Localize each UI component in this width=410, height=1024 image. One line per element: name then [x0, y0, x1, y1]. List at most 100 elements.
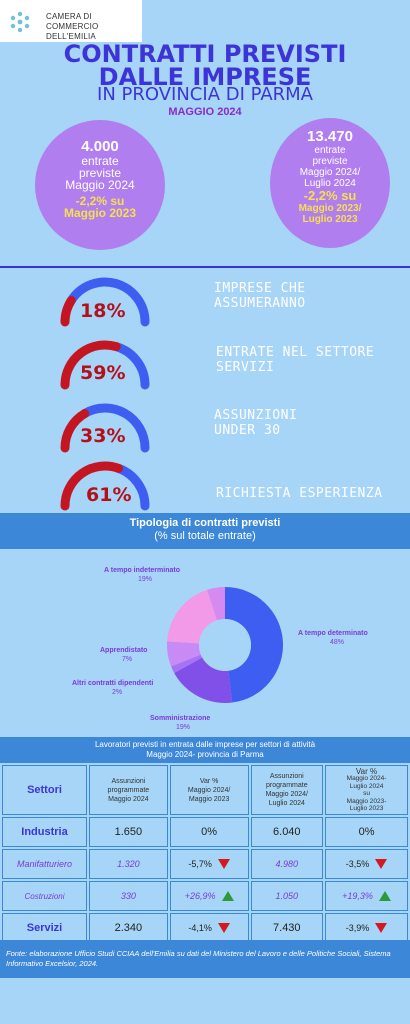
gauge-remainder-arc [66, 277, 150, 327]
circle-monthly-var2: Maggio 2023 [63, 206, 137, 220]
circle-monthly: 4.000 entrate previste Maggio 2024 -2,2%… [35, 120, 165, 250]
pie-label-indeterminato: A tempo indeterminato 19% [104, 566, 180, 584]
donut-slice-a-tempo-determinato [225, 587, 283, 703]
table-row: Manifatturiero 1.320 -5,7% 4.980 -3,5% [2, 849, 408, 879]
pie-label-somministrazione-value: 19% [176, 724, 191, 731]
circle-monthly-var1: -2,2% su [75, 194, 125, 208]
table-header-row: Settori Assunzioni programmate Maggio 20… [2, 765, 408, 815]
down-arrow-icon [375, 859, 388, 870]
org-name-line2: DELL'EMILIA [46, 32, 96, 41]
header-col-c: Assunzioni programmate Maggio 2024/ Lugl… [250, 765, 324, 815]
table-heading: Lavoratori previsti in entrata dalle imp… [0, 737, 410, 763]
circle-quarter-l3: Maggio 2024/ [299, 167, 361, 178]
row-sector: Costruzioni [2, 881, 87, 911]
contracts-title: Tipologia di contratti previsti [129, 517, 281, 529]
logo-text: CAMERA DI COMMERCIO DELL'EMILIA [46, 12, 142, 42]
pie-label-apprendistato-value: 7% [122, 656, 133, 663]
donut-slice-other [207, 587, 225, 621]
gauge-label-4: RICHIESTA ESPERIENZA [216, 486, 383, 501]
row-sector: Industria [2, 817, 87, 847]
pie-label-altri-text: Altri contratti dipendenti [72, 680, 154, 687]
circle-quarter: 13.470 entrate previste Maggio 2024/ Lug… [270, 118, 390, 248]
header-col-a: Assunzioni programmate Maggio 2024 [88, 765, 168, 815]
down-arrow-icon [217, 859, 230, 870]
row-d: -3,9% [345, 922, 370, 933]
circle-monthly-l1: entrate [81, 154, 119, 168]
org-name-line1: CAMERA DI COMMERCIO [46, 12, 99, 31]
header-col-b-l1: Var % [199, 777, 219, 785]
row-c: 6.040 [250, 817, 324, 847]
row-d: +19,3% [342, 890, 373, 901]
header-col-c-l2: programmate [265, 782, 308, 789]
gauge-label-3: ASSUNZIONI UNDER 30 [214, 408, 297, 438]
header-col-c-l4: Luglio 2024 [268, 800, 305, 807]
circle-monthly-l3: Maggio 2024 [65, 178, 135, 192]
gauge-label-2: ENTRATE NEL SETTORE SERVIZI [216, 345, 374, 375]
gauge-label-3-l1: ASSUNZIONI [214, 408, 298, 423]
circle-quarter-value: 13.470 [307, 128, 353, 145]
row-c: 1.050 [250, 881, 324, 911]
donut-chart [167, 587, 283, 703]
row-b: -5,7% [188, 858, 212, 869]
table-row: Industria 1.650 0% 6.040 0% [2, 817, 408, 847]
row-d-cell: -3,9% [325, 913, 408, 943]
title-line1: CONTRATTI PREVISTI [63, 40, 347, 68]
row-b-cell: +26,9% [169, 881, 249, 911]
table-heading-line2: Maggio 2024- provincia di Parma [146, 750, 264, 759]
circle-quarter-l4: Luglio 2024 [304, 178, 356, 189]
gauge-label-1: IMPRESE CHE ASSUMERANNO [214, 281, 306, 311]
pie-label-somministrazione: Somministrazione 19% [150, 714, 210, 732]
contracts-banner: Tipologia di contratti previsti (% sul t… [0, 513, 410, 549]
logo-box: CAMERA DI COMMERCIO DELL'EMILIA [0, 0, 142, 42]
table-row: Costruzioni 330 +26,9% 1.050 +19,3% [2, 881, 408, 911]
gauge-value-arc [60, 461, 124, 511]
pie-label-determinato: A tempo determinato 48% [298, 629, 368, 647]
row-c: 4.980 [250, 849, 324, 879]
donut-slice-altri-contratti-dipendenti [171, 654, 203, 673]
circle-quarter-var2: Maggio 2023/ [298, 203, 362, 214]
gauge-remainder-arc [111, 342, 150, 390]
logo-icon [10, 11, 30, 33]
row-b: -4,1% [188, 922, 212, 933]
donut-slice-a-tempo-indeterminato [167, 589, 217, 644]
header-col-d-l1: Var % [355, 766, 378, 776]
header-col-b-l3: Maggio 2023 [188, 795, 230, 803]
up-arrow-icon [378, 891, 391, 902]
gauge-value-arc [60, 409, 90, 453]
gauge-remainder-arc [114, 463, 150, 511]
title-line3: IN PROVINCIA DI PARMA [97, 84, 313, 105]
row-a: 1.320 [88, 849, 168, 879]
down-arrow-icon [375, 923, 388, 934]
gauge-pct-2: 59% [80, 362, 126, 384]
table-heading-line1: Lavoratori previsti in entrata dalle imp… [94, 740, 316, 749]
pie-label-determinato-text: A tempo determinato [298, 630, 368, 637]
header-col-d: Var % Maggio 2024- Luglio 2024 su Maggio… [325, 765, 408, 815]
header-col-d-l2: Maggio 2024- [346, 775, 387, 782]
gauge-pct-3: 33% [80, 425, 126, 447]
gauges-svg [60, 277, 150, 511]
circle-monthly-l2: previste [78, 166, 122, 180]
donut-slice-apprendistato [167, 641, 201, 667]
header-col-c-l1: Assunzioni [269, 773, 304, 780]
row-a: 330 [88, 881, 168, 911]
circle-quarter-l1: entrate [314, 145, 346, 156]
header-col-a-l2: programmate [107, 786, 150, 794]
pie-label-altri-value: 2% [112, 689, 123, 696]
row-b: +26,9% [184, 890, 216, 901]
header-col-b-l2: Maggio 2024/ [187, 786, 231, 794]
gauge-label-2-l2: SERVIZI [216, 360, 275, 375]
contracts-subtitle: (% sul totale entrate) [154, 530, 256, 542]
gauge-label-1-l1: IMPRESE CHE [214, 281, 306, 296]
gauge-pct-4: 61% [86, 484, 132, 506]
gauge-value-arc [60, 296, 76, 327]
gauge-value-arc [60, 340, 121, 390]
gauge-label-2-l1: ENTRATE NEL SETTORE [216, 345, 375, 360]
row-d-cell: -3,5% [325, 849, 408, 879]
pie-label-apprendistato-text: Apprendistato [100, 647, 148, 654]
pie-label-somministrazione-text: Somministrazione [150, 715, 211, 722]
table-row: Servizi 2.340 -4,1% 7.430 -3,9% [2, 913, 408, 943]
title-line2: DALLE IMPRESE [98, 63, 312, 91]
row-d: 0% [325, 817, 408, 847]
pie-label-altri: Altri contratti dipendenti 2% [72, 679, 153, 697]
header-col-d-l4: su [363, 790, 370, 797]
